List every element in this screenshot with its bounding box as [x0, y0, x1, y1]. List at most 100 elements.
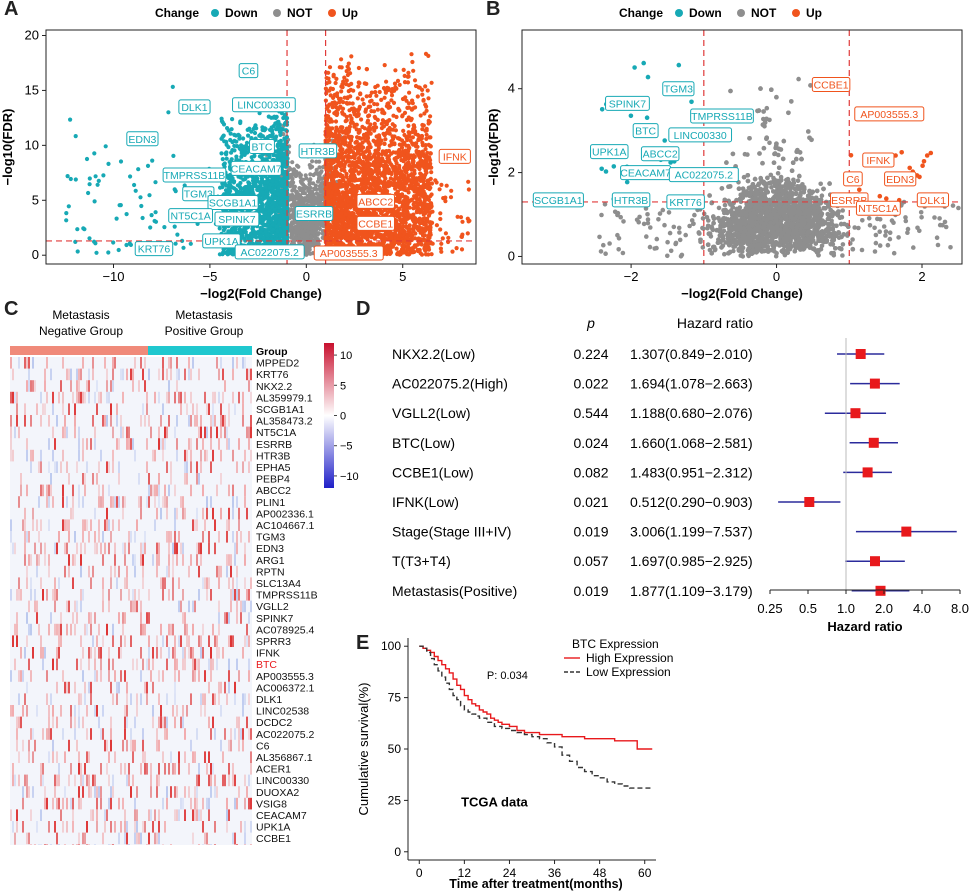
data-point [418, 251, 423, 256]
data-point [351, 106, 356, 111]
data-point [101, 173, 106, 178]
data-point [403, 208, 408, 213]
data-point [269, 128, 275, 133]
data-point [279, 149, 284, 155]
data-point [382, 250, 388, 255]
data-point [409, 52, 414, 57]
data-point [93, 174, 98, 179]
data-point [375, 83, 380, 88]
data-point [374, 242, 380, 247]
data-point [260, 125, 265, 130]
data-point [423, 143, 428, 148]
data-point [379, 162, 384, 168]
data-point [417, 225, 422, 230]
data-point [419, 242, 424, 247]
data-point [422, 165, 427, 170]
data-point [361, 159, 366, 165]
data-point [383, 152, 388, 157]
data-point [346, 61, 351, 66]
data-point [315, 232, 320, 237]
data-point [369, 98, 374, 103]
data-point [310, 223, 315, 229]
data-point [92, 239, 97, 244]
data-point [380, 118, 385, 123]
data-point [228, 179, 233, 184]
data-point [397, 163, 402, 168]
data-point [365, 145, 370, 150]
data-point [420, 127, 425, 132]
data-point [398, 179, 403, 184]
data-point [309, 230, 314, 235]
data-point [356, 165, 361, 170]
data-point [276, 119, 281, 124]
data-point [75, 249, 80, 254]
data-point [103, 144, 108, 149]
data-point [342, 139, 347, 144]
data-point [284, 225, 289, 230]
data-point [336, 222, 341, 227]
data-point [415, 94, 420, 99]
data-point [279, 188, 284, 193]
data-point [307, 226, 312, 231]
data-point [264, 223, 269, 228]
data-point [422, 195, 427, 200]
data-point [217, 252, 222, 257]
data-point [399, 226, 404, 231]
data-point [395, 136, 400, 141]
data-point [278, 200, 283, 205]
data-point [350, 101, 355, 106]
data-point [394, 246, 399, 251]
data-point [290, 160, 295, 165]
data-point [327, 65, 333, 70]
data-point [284, 134, 289, 139]
data-point [314, 167, 319, 172]
data-point [140, 215, 145, 221]
data-point [383, 90, 388, 95]
data-point [244, 189, 249, 194]
data-point [253, 235, 259, 240]
data-point [229, 249, 234, 254]
data-point [313, 235, 318, 240]
data-point [240, 235, 245, 240]
data-point [148, 225, 153, 230]
data-point [426, 53, 431, 59]
data-point [346, 83, 351, 88]
data-point [153, 180, 158, 185]
data-point [260, 197, 265, 202]
data-point [124, 212, 129, 217]
data-point [219, 119, 225, 124]
data-point [223, 151, 228, 156]
data-point [332, 239, 337, 245]
data-point [153, 210, 158, 215]
data-point [284, 187, 289, 192]
data-point [372, 109, 377, 114]
data-point [224, 139, 229, 144]
data-point [64, 211, 69, 216]
data-point [369, 90, 374, 95]
data-point [259, 226, 265, 231]
data-point [339, 89, 344, 94]
data-point [170, 84, 175, 89]
data-point [348, 149, 353, 154]
data-point [284, 116, 289, 121]
data-point [361, 212, 366, 217]
volcano-plot-a: Change Down NOT Up −10 −5 0 505101520−log2(Fol… [0, 6, 477, 301]
data-point [284, 175, 290, 180]
data-point [249, 129, 254, 134]
data-point [278, 130, 283, 135]
data-point [264, 192, 269, 197]
data-point [424, 136, 429, 141]
data-point [389, 89, 394, 95]
data-point [330, 126, 335, 131]
data-point [387, 104, 392, 109]
data-point [235, 144, 240, 149]
data-point [390, 134, 395, 139]
data-point [424, 126, 429, 131]
data-point [429, 170, 434, 175]
data-point [352, 151, 357, 156]
data-point [344, 69, 349, 74]
data-point [328, 236, 333, 241]
data-point [87, 176, 92, 181]
data-point [253, 182, 258, 187]
data-point [365, 135, 370, 140]
